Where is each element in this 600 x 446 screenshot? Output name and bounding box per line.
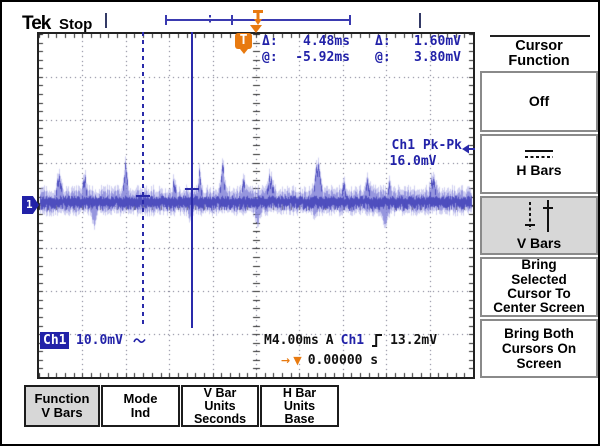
at-time-value: -5.92ms	[295, 50, 350, 65]
delta-volts-value: 1.60mV	[414, 34, 461, 49]
softkey-label: Bring Both Cursors On Screen	[501, 325, 577, 372]
record-view-cursor2-tick	[231, 15, 233, 25]
timebase-value: M4.00ms	[264, 333, 319, 348]
arrow-right-icon: →	[281, 354, 291, 367]
trigger-position-icon	[250, 25, 262, 33]
cursor1-crossing-mark	[136, 195, 151, 198]
trigger-prefix: A	[325, 333, 334, 348]
softkey-vbar-units[interactable]: V Bar Units Seconds	[181, 385, 259, 427]
record-view-trigger-marker-icon	[253, 10, 263, 25]
softkey-mode[interactable]: Mode Ind	[101, 385, 180, 427]
pointer-down-icon: ▼	[293, 354, 302, 367]
horizontal-position-readout: T → ▼ 0.00000 s	[265, 353, 378, 368]
acquisition-state: Stop	[59, 16, 93, 33]
delta-time-value: 4.48ms	[303, 34, 350, 49]
at-time-label: @:	[262, 50, 278, 65]
header-separator	[105, 13, 107, 28]
softkey-function[interactable]: Function V Bars	[24, 385, 100, 427]
vbar-cursor-unselected[interactable]	[142, 32, 145, 328]
header-separator-2	[419, 13, 421, 28]
softkey-label: H Bars	[516, 161, 562, 178]
menu-title: Cursor Function	[508, 38, 570, 70]
softkey-label: V Bars	[516, 234, 562, 251]
horizontal-position-value: 0.00000 s	[307, 353, 379, 368]
tek-logo: Tek	[22, 13, 51, 34]
trigger-level-value: 13.2mV	[390, 333, 438, 348]
channel1-scale: 10.0mV	[76, 333, 123, 348]
softkey-label: H Bar Units Base	[282, 385, 317, 426]
graticule	[37, 32, 475, 379]
softkey-label: Off	[528, 92, 550, 109]
delta-volts-label: Δ:	[375, 34, 391, 49]
softkey-v-bars[interactable]: V Bars	[480, 196, 598, 255]
v-bars-icon	[519, 199, 559, 234]
softkey-bring-selected-cursor[interactable]: Bring Selected Cursor To Center Screen	[480, 257, 598, 317]
h-bars-icon	[524, 149, 554, 158]
vbar-cursor-selected[interactable]	[190, 32, 193, 328]
trigger-flag-icon: T	[235, 33, 252, 54]
trigger-source: Ch1	[340, 333, 365, 348]
waveform-canvas	[39, 34, 473, 377]
channel1-ground-marker[interactable]: 1	[22, 196, 39, 214]
menu-title-rule	[490, 35, 590, 37]
softkey-bring-both-cursors[interactable]: Bring Both Cursors On Screen	[480, 319, 598, 378]
record-view-cursor1-tick	[209, 15, 211, 25]
at-volts-label: @:	[375, 50, 391, 65]
measurement-arrow-icon	[462, 144, 475, 154]
ac-coupling-icon	[133, 338, 146, 343]
rising-edge-icon	[372, 334, 383, 347]
delta-time-label: Δ:	[262, 34, 278, 49]
trigger-readout: M4.00ms A Ch1 13.2mV	[264, 333, 437, 348]
softkey-label: Bring Selected Cursor To Center Screen	[493, 257, 585, 316]
record-view-left-end	[165, 15, 167, 25]
at-volts-value: 3.80mV	[414, 50, 461, 65]
softkey-hbar-units[interactable]: H Bar Units Base	[260, 385, 339, 427]
pkpk-measurement-value: 16.0mV	[389, 154, 437, 169]
pkpk-measurement-label: Ch1 Pk-Pk	[391, 138, 462, 153]
softkey-h-bars[interactable]: H Bars	[480, 134, 598, 194]
softkey-cursor-off[interactable]: Off	[480, 71, 598, 132]
softkey-label: V Bar Units Seconds	[193, 385, 247, 426]
channel1-badge: Ch1	[40, 332, 70, 349]
cursor2-crossing-mark	[184, 188, 199, 191]
softkey-label: Function V Bars	[34, 390, 90, 420]
softkey-label: Mode Ind	[123, 390, 158, 420]
record-view-right-end	[349, 15, 351, 25]
